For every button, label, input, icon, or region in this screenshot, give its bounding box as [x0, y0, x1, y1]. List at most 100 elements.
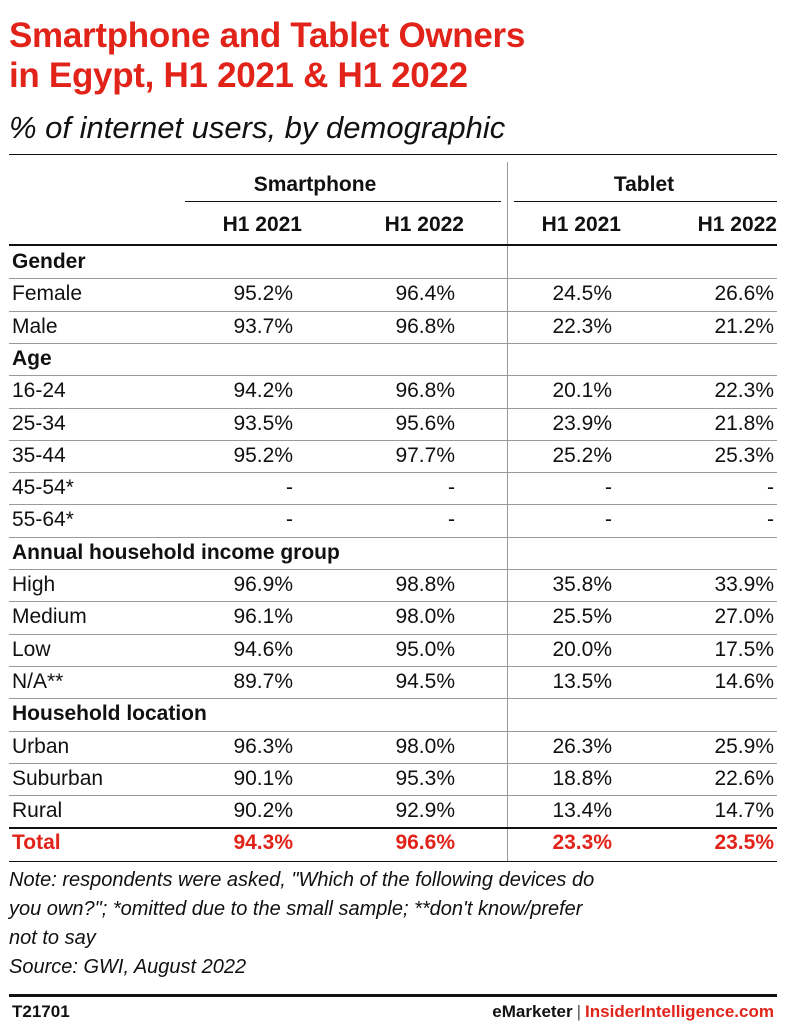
brand-insiderintelligence: InsiderIntelligence.com [585, 1002, 774, 1021]
table-row: N/A** 89.7% 94.5% 13.5% 14.6% [9, 666, 777, 698]
table-row: Male 93.7% 96.8% 22.3% 21.2% [9, 311, 777, 343]
table-row: 55-64* - - - - [9, 504, 777, 536]
header-rule [9, 244, 777, 246]
value-cell: 94.6% [233, 637, 293, 661]
value-cell: 35.8% [552, 573, 612, 596]
value-cell: 96.3% [233, 734, 293, 758]
row-separator [9, 698, 777, 700]
value-cell: 98.0% [395, 734, 455, 758]
value-cell: 25.9% [714, 734, 774, 758]
value-cell: 96.9% [233, 573, 293, 596]
note-line: not to say [9, 927, 96, 949]
row-separator [9, 536, 777, 538]
value-cell: - [286, 508, 293, 532]
value-cell: - [605, 508, 612, 532]
row-label: Low [12, 637, 51, 661]
table-bottom-rule [9, 860, 777, 862]
value-cell: 26.3% [552, 734, 612, 758]
value-cell: 94.2% [233, 379, 293, 403]
tablet-header-rule [514, 201, 777, 202]
value-cell: 89.7% [233, 669, 293, 693]
table-row: Suburban 90.1% 95.3% 18.8% 22.6% [9, 763, 777, 795]
value-cell: 98.8% [395, 573, 455, 596]
brand-emarketer: eMarketer [492, 1002, 573, 1021]
brand-separator: | [576, 1002, 582, 1021]
total-rule [9, 827, 777, 830]
value-cell: 18.8% [552, 766, 612, 790]
chart-subtitle: % of internet users, by demographic [9, 110, 506, 145]
row-label: Rural [12, 799, 63, 823]
value-cell: 93.7% [233, 314, 293, 338]
source-line: Source: GWI, August 2022 [9, 956, 247, 978]
footer-rule [9, 994, 777, 997]
row-separator [9, 472, 777, 474]
note-line: you own?"; *omitted due to the small sam… [9, 898, 583, 920]
chart-title: Smartphone and Tablet Owners in Egypt, H… [9, 16, 525, 96]
row-label: 16-24 [12, 379, 66, 403]
table-row: 35-44 95.2% 97.7% 25.2% 25.3% [9, 440, 777, 472]
group-label: Gender [12, 250, 86, 273]
value-cell: 23.3% [552, 831, 612, 855]
row-label: N/A** [12, 669, 64, 693]
table-row: Medium 96.1% 98.0% 25.5% 27.0% [9, 601, 777, 633]
value-cell: 14.6% [714, 669, 774, 693]
value-cell: 98.0% [395, 605, 455, 629]
value-cell: 90.2% [233, 799, 293, 823]
value-cell: 13.5% [552, 669, 612, 693]
top-rule [9, 154, 777, 155]
row-separator [9, 633, 777, 635]
row-label: Suburban [12, 766, 104, 790]
column-header: H1 2022 [697, 213, 777, 236]
group-row: Household location [9, 698, 777, 730]
value-cell: 17.5% [714, 637, 774, 661]
value-cell: 21.8% [714, 411, 774, 435]
value-cell: 92.9% [395, 799, 455, 823]
group-divider [507, 162, 508, 862]
row-label: 55-64* [12, 508, 74, 532]
value-cell: 23.5% [714, 831, 774, 855]
row-separator [9, 439, 777, 441]
row-separator [9, 278, 777, 280]
value-cell: 95.0% [395, 637, 455, 661]
table-row: Low 94.6% 95.0% 20.0% 17.5% [9, 634, 777, 666]
row-separator [9, 342, 777, 344]
value-cell: 14.7% [714, 799, 774, 823]
table-row: 16-24 94.2% 96.8% 20.1% 22.3% [9, 375, 777, 407]
row-separator [9, 665, 777, 667]
title-line-1: Smartphone and Tablet Owners [9, 16, 526, 55]
value-cell: 25.3% [714, 443, 774, 467]
value-cell: 94.5% [395, 669, 455, 693]
group-label: Annual household income group [12, 540, 340, 564]
row-label: Urban [12, 734, 70, 758]
value-cell: 22.3% [552, 314, 612, 338]
group-header-tablet: Tablet [613, 173, 675, 196]
value-cell: 90.1% [233, 766, 293, 790]
row-separator [9, 375, 777, 377]
table-row: High 96.9% 98.8% 35.8% 33.9% [9, 569, 777, 601]
group-row: Age [9, 343, 777, 375]
value-cell: 22.3% [714, 379, 774, 403]
row-separator [9, 504, 777, 506]
value-cell: 95.2% [233, 282, 293, 306]
row-separator [9, 407, 777, 409]
value-cell: - [767, 476, 774, 500]
table-row: Rural 90.2% 92.9% 13.4% 14.7% [9, 795, 777, 827]
row-separator [9, 601, 777, 603]
value-cell: 20.0% [552, 637, 612, 661]
table-row: Female 95.2% 96.4% 24.5% 26.6% [9, 278, 777, 310]
total-row: Total 94.3% 96.6% 23.3% 23.5% [9, 827, 777, 859]
row-label: 45-54* [12, 476, 74, 500]
value-cell: 20.1% [552, 379, 612, 403]
value-cell: 26.6% [714, 282, 774, 306]
row-label: Total [12, 831, 61, 855]
row-label: Medium [12, 605, 87, 629]
column-header: H1 2022 [384, 213, 464, 236]
row-label: 25-34 [12, 411, 66, 435]
value-cell: - [605, 476, 612, 500]
row-label: Female [12, 282, 83, 306]
value-cell: 25.2% [552, 443, 612, 467]
group-label: Household location [12, 702, 207, 726]
table-row: Urban 96.3% 98.0% 26.3% 25.9% [9, 731, 777, 763]
value-cell: 97.7% [395, 443, 455, 467]
value-cell: 96.8% [395, 379, 455, 403]
